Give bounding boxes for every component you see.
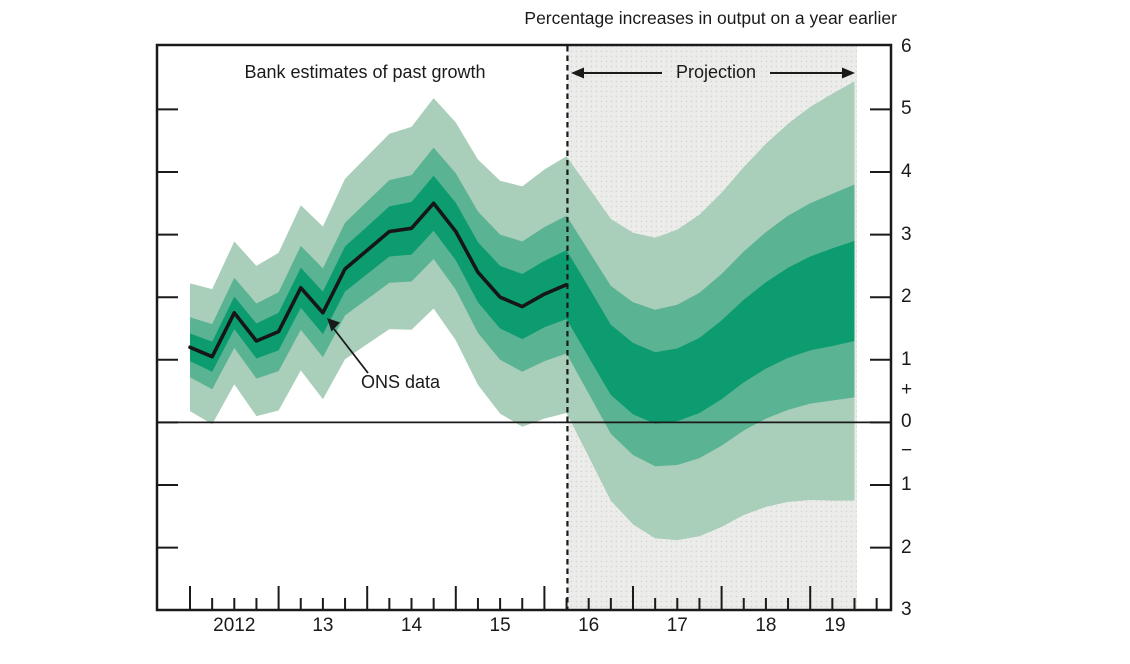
y-axis-label: 2	[901, 286, 912, 308]
ons-data-line	[188, 201, 569, 359]
ons-arrow-head	[327, 318, 340, 332]
y-axis-label: +	[901, 378, 913, 400]
y-axis-label: 4	[901, 161, 912, 182]
x-axis-year-label: 16	[578, 615, 600, 636]
y-axis-label: 6	[901, 35, 912, 57]
x-axis-year-label: 13	[312, 615, 334, 636]
y-axis-label: 2	[901, 536, 912, 558]
x-axis-year-label: 15	[489, 615, 511, 636]
y-axis-label: 5	[901, 98, 912, 120]
x-axis-year-label: 19	[824, 615, 846, 636]
chart-title: Percentage increases in output on a year…	[524, 8, 897, 28]
fan-band-inner	[190, 175, 855, 424]
ons-arrow-line	[333, 328, 369, 374]
ons-data-label: ONS data	[361, 372, 441, 392]
x-axis-year-label: 2012	[213, 615, 256, 636]
x-axis-year-label: 14	[400, 615, 423, 636]
y-axis-label: 0	[901, 411, 912, 433]
past-growth-label: Bank estimates of past growth	[244, 62, 486, 82]
plot-frame	[155, 43, 893, 612]
projection-label: Projection	[675, 62, 757, 82]
y-axis-label: 3	[901, 599, 912, 621]
projection-arrow-left-head	[571, 67, 584, 79]
y-axis-label: 1	[901, 348, 912, 370]
projection-arrow-right-head	[842, 67, 855, 79]
x-axis-year-label: 18	[755, 615, 777, 636]
y-axis-label: −	[901, 439, 913, 461]
y-axis-label: 1	[901, 474, 912, 495]
y-axis-label: 3	[901, 223, 912, 245]
x-axis-year-label: 17	[666, 615, 688, 636]
